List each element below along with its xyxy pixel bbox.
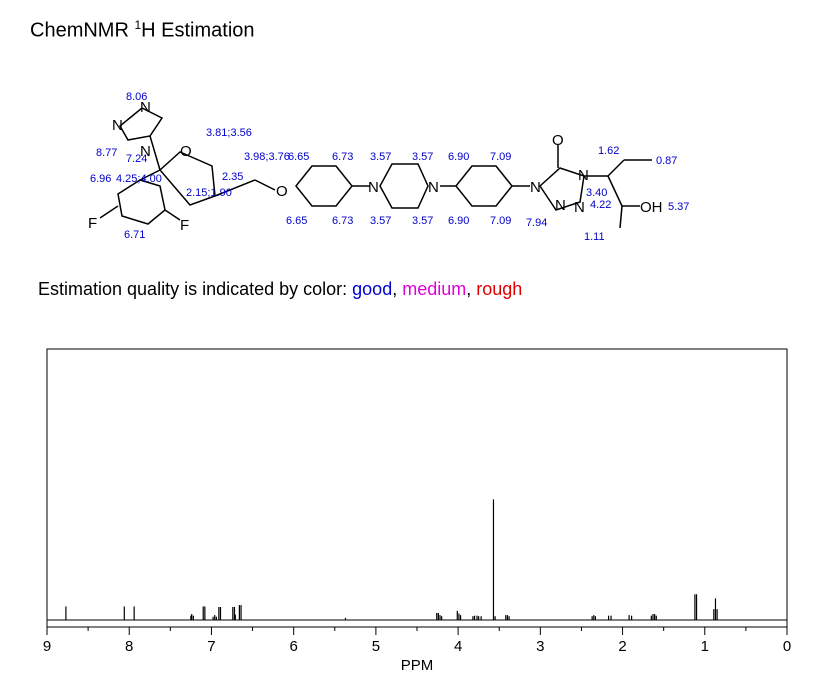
shift-label: 4.25;4.00: [116, 173, 162, 185]
plot-frame: [46, 348, 788, 628]
shift-label: 8.77: [96, 147, 117, 159]
atom-n-triazolone-3: N: [574, 199, 585, 216]
atom-n-triazolone-4: N: [555, 197, 566, 214]
quality-separator: ,: [392, 279, 403, 299]
atom-n-piperazine-2: N: [428, 179, 439, 196]
shift-label: 0.87: [656, 155, 677, 167]
shift-label: 6.96: [90, 173, 111, 185]
shift-label: 3.98;3.76: [244, 151, 290, 163]
atom-oh: OH: [640, 199, 663, 216]
quality-separator: ,: [466, 279, 477, 299]
x-tick-label: 7: [207, 638, 215, 655]
shift-label: 3.57: [370, 151, 391, 163]
atom-n-triazolone-2: N: [578, 167, 589, 184]
quality-legend: Estimation quality is indicated by color…: [38, 279, 522, 300]
x-tick-label: 3: [536, 638, 544, 655]
x-tick-label: 0: [783, 638, 791, 655]
shift-label: 7.94: [526, 217, 547, 229]
shift-label: 6.65: [286, 215, 307, 227]
shift-label: 6.90: [448, 215, 469, 227]
shift-label: 3.40: [586, 187, 607, 199]
x-tick-label: 4: [454, 638, 462, 655]
shift-label: 6.65: [288, 151, 309, 163]
x-tick-label: 8: [125, 638, 133, 655]
title-rest: H Estimation: [141, 19, 255, 42]
atom-o-ring: O: [180, 143, 192, 160]
shift-label: 7.09: [490, 215, 511, 227]
shift-label: 6.90: [448, 151, 469, 163]
title-prefix: ChemNMR: [30, 19, 135, 42]
atom-n2: N: [140, 99, 151, 116]
atom-o-carbonyl: O: [552, 132, 564, 149]
x-tick-label: 5: [372, 638, 380, 655]
shift-label: 4.22: [590, 199, 611, 211]
atom-n1: N: [112, 117, 123, 134]
shift-label: 8.06: [126, 91, 147, 103]
shift-label: 6.71: [124, 229, 145, 241]
shift-label: 5.37: [668, 201, 689, 213]
quality-good-label: good: [352, 279, 393, 299]
shift-label: 7.24: [126, 153, 147, 165]
x-tick-label: 2: [618, 638, 626, 655]
molecule-atoms: N N N O F F O N N N O N N N OH: [88, 99, 663, 234]
quality-rough-label: rough: [476, 279, 523, 299]
atom-f1: F: [88, 215, 97, 232]
x-tick-label: 9: [43, 638, 51, 655]
spectrum-peaks: [47, 499, 787, 621]
shift-label: 3.57: [412, 215, 433, 227]
atom-n3: N: [140, 143, 151, 160]
atom-n-piperazine-1: N: [368, 179, 379, 196]
atom-f2: F: [180, 217, 189, 234]
molecule-bonds: [99, 107, 652, 229]
page-title: ChemNMR 1H Estimation: [30, 18, 255, 43]
shift-label: 7.09: [490, 151, 511, 163]
atom-o-ether: O: [276, 183, 288, 200]
shift-label: 3.81;3.56: [206, 127, 252, 139]
shift-label: 2.35: [222, 171, 243, 183]
shift-label: 3.57: [412, 151, 433, 163]
shift-label: 1.62: [598, 145, 619, 157]
x-axis-label: PPM: [401, 657, 434, 674]
atom-n-triazolone-1: N: [530, 179, 541, 196]
shift-label: 1.11: [584, 231, 605, 243]
x-tick-label: 6: [289, 638, 297, 655]
shift-labels: 8.06 8.77 7.24 6.96 4.25;4.00 6.71 3.81;…: [90, 91, 689, 243]
x-axis-ticks: 9 8 7 6 5 4 3 2 1 0: [43, 627, 791, 655]
shift-label: 3.57: [370, 215, 391, 227]
shift-label: 6.73: [332, 215, 353, 227]
molecule-structure: N N N O F F O N N N O N N N OH 8.06 8.77…: [88, 91, 689, 243]
title-superscript: 1: [134, 18, 142, 32]
shift-label: 2.15;1.90: [186, 187, 232, 199]
quality-medium-label: medium: [402, 279, 467, 299]
shift-label: 6.73: [332, 151, 353, 163]
x-tick-label: 1: [701, 638, 709, 655]
quality-legend-prefix: Estimation quality is indicated by color…: [38, 279, 353, 299]
